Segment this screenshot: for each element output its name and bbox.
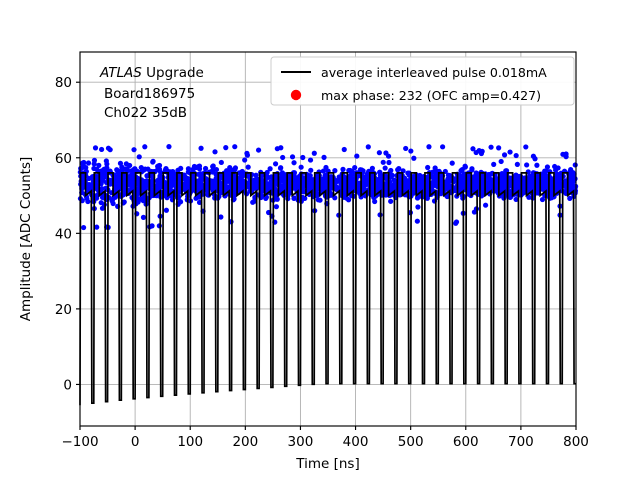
x-tick-label: 300 (288, 434, 314, 450)
x-tick-label: 800 (563, 434, 589, 450)
x-tick-label: 400 (343, 434, 369, 450)
x-tick-label: 700 (508, 434, 534, 450)
legend-label: max phase: 232 (OFC amp=0.427) (321, 88, 541, 103)
annotation-experiment: ATLAS Upgrade (99, 65, 204, 81)
legend-dot-swatch (290, 89, 302, 101)
annotation-board: Board186975 (104, 86, 195, 102)
x-tick-label: −100 (61, 434, 98, 450)
line-series-average-pulse (79, 172, 576, 406)
y-tick-label: 40 (55, 226, 72, 242)
legend-box[interactable] (270, 56, 575, 106)
legend[interactable]: average interleaved pulse 0.018mA max pha… (270, 56, 575, 106)
y-tick-label: 60 (55, 151, 72, 167)
data-layer (77, 144, 579, 406)
axis-ticks: −100 0 100 200 300 400 500 600 700 800 0 20 40 60 80 (55, 75, 589, 450)
annotation-atlas-text: ATLAS (99, 65, 142, 81)
legend-entry-1[interactable]: max phase: 232 (OFC amp=0.427) (290, 88, 541, 103)
x-tick-label: 200 (232, 434, 258, 450)
annotation-block: ATLAS Upgrade Board186975 Ch022 35dB (99, 65, 204, 121)
annotation-channel: Ch022 35dB (104, 105, 187, 121)
x-tick-label: 0 (131, 434, 140, 450)
x-tick-label: 100 (177, 434, 203, 450)
x-tick-label: 500 (398, 434, 424, 450)
y-tick-label: 20 (55, 302, 72, 318)
x-tick-label: 600 (453, 434, 479, 450)
y-axis-label: Amplitude [ADC Counts] (18, 157, 34, 321)
x-axis-label: Time [ns] (295, 456, 359, 472)
annotation-upgrade-text: Upgrade (142, 65, 204, 81)
y-tick-label: 80 (55, 75, 72, 91)
legend-label: average interleaved pulse 0.018mA (321, 65, 547, 80)
legend-entry-0[interactable]: average interleaved pulse 0.018mA (281, 65, 547, 80)
y-tick-label: 0 (63, 377, 72, 393)
axes-frame (79, 51, 577, 427)
